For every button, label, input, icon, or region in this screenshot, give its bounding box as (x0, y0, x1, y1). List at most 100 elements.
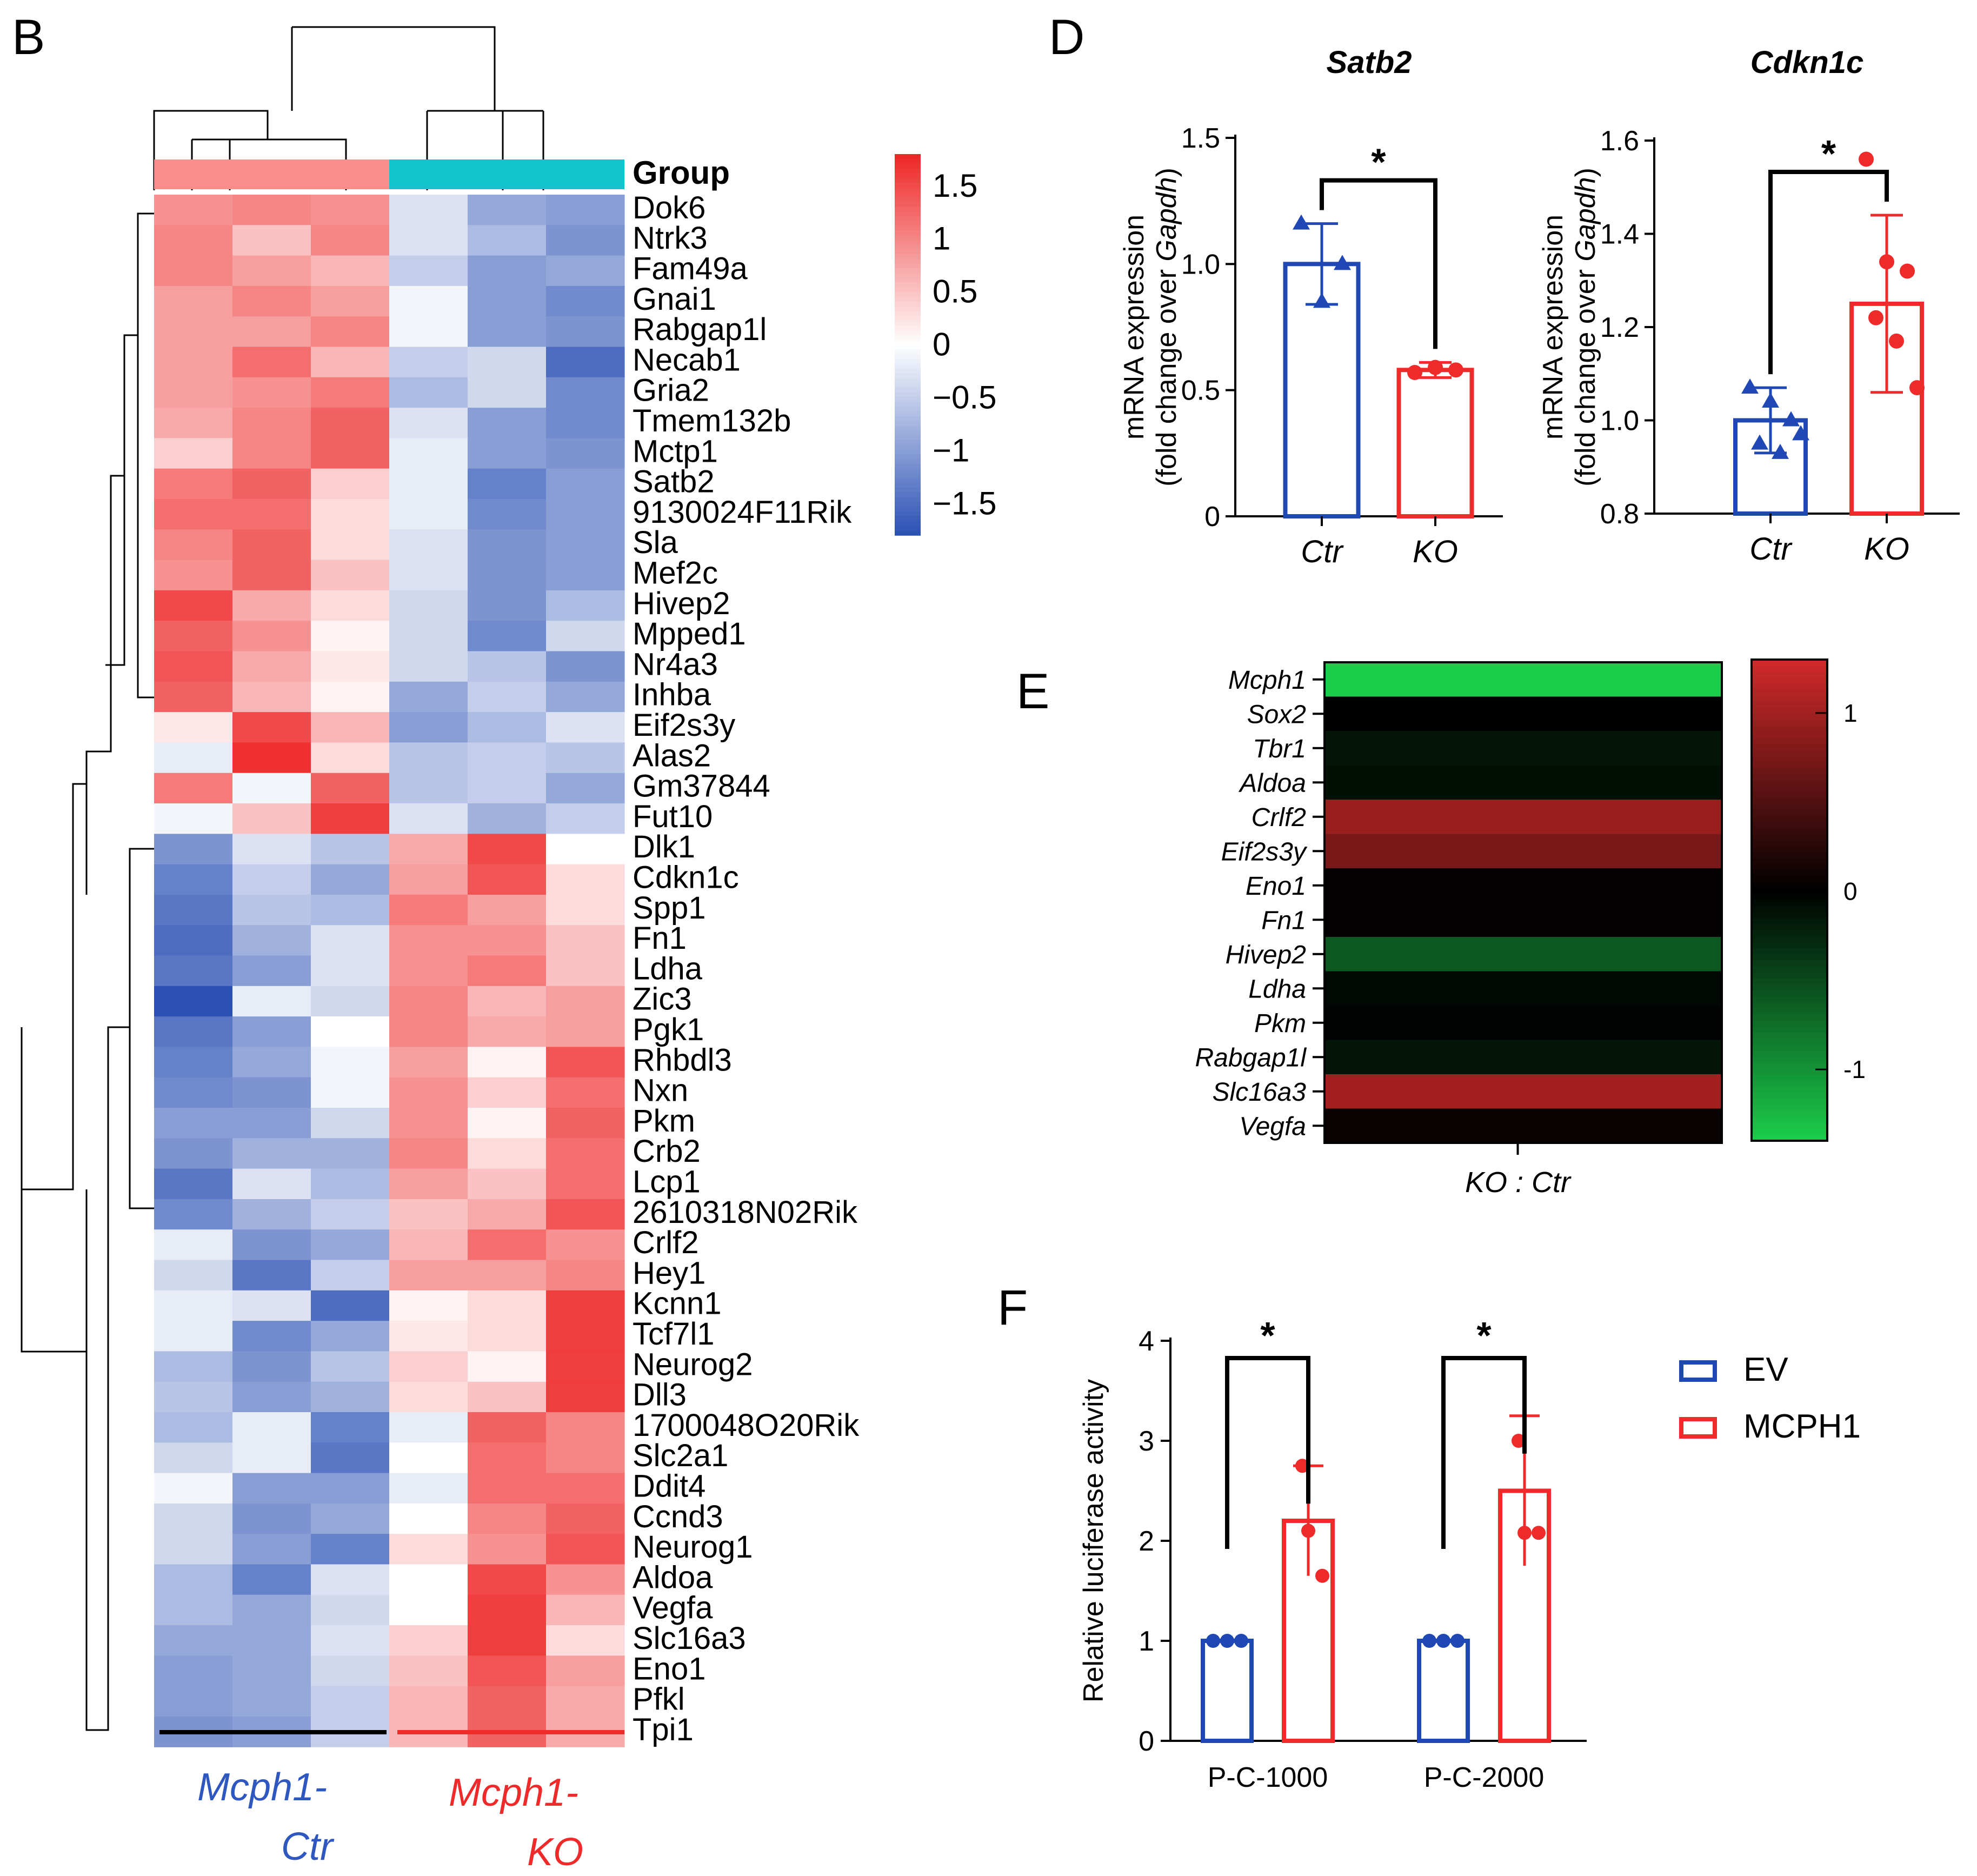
heatmap-cell (389, 1138, 468, 1169)
colorbar-segment (1752, 1062, 1827, 1069)
data-point (1220, 1634, 1234, 1648)
heatmap-cell (1324, 1074, 1722, 1109)
y-tick-label: 3 (1139, 1426, 1154, 1457)
heatmap-cell (311, 1077, 390, 1108)
heatmap-cell (468, 834, 547, 865)
colorbar-segment (1752, 894, 1827, 901)
heatmap-cell (154, 1108, 233, 1139)
significance-star: * (1260, 1314, 1275, 1356)
heatmap-cell (468, 1442, 547, 1474)
colorbar-segment (895, 392, 921, 398)
heatmap-cell (232, 773, 311, 804)
heatmap-cell (311, 621, 390, 652)
heatmap-cell (546, 438, 625, 469)
gene-label: Eif2s3y (633, 708, 735, 743)
heatmap-cell (546, 1016, 625, 1047)
gene-label: Ddit4 (633, 1469, 705, 1504)
heatmap-cell (546, 225, 625, 256)
heatmap-cell (389, 347, 468, 378)
heatmap-cell (389, 1625, 468, 1656)
gene-labels-b: Dok6Ntrk3Fam49aGnai1Rabgap1lNecab1Gria2T… (633, 190, 860, 1747)
colorbar-tick-label: -1 (1843, 1055, 1866, 1083)
heatmap-cell (154, 468, 233, 500)
colorbar-segment (895, 487, 921, 493)
gene-label: 1700048O20Rik (633, 1408, 860, 1443)
bar-chart-satb2: Satb2 0 0.5 1.0 1.5 mRNA expression (fold chan… (1119, 45, 1503, 569)
gene-label: Gnai1 (633, 282, 716, 317)
heatmap-cell (232, 681, 311, 713)
colorbar-segment (895, 444, 921, 450)
colorbar-segment (895, 235, 921, 241)
heatmap-cell (389, 1229, 468, 1261)
annotation-label: Group (633, 155, 730, 191)
heatmap-e: Mcph1 Sox2 Tbr1 Aldoa Crlf2 Eif2s3y Eno1 Fn1 Hiv… (1195, 658, 1866, 1199)
colorbar-segment (1752, 900, 1827, 907)
heatmap-cell (311, 225, 390, 256)
heatmap-cell (468, 651, 547, 682)
data-point (1315, 1568, 1329, 1583)
heatmap-cell (546, 1594, 625, 1626)
data-point (1407, 365, 1422, 380)
heatmap-cell (232, 1625, 311, 1656)
colorbar-segment (895, 249, 921, 255)
heatmap-cell (311, 1534, 390, 1565)
heatmap-cell (468, 438, 547, 469)
heatmap-cell (546, 955, 625, 987)
heatmap-cell (311, 803, 390, 834)
heatmap-cell (389, 1047, 468, 1078)
heatmap-cell (389, 529, 468, 561)
colorbar-segment (895, 483, 921, 488)
gene-label: Tmem132b (633, 403, 791, 438)
colorbar-segment (1752, 1134, 1827, 1141)
heatmap-cell (232, 255, 311, 287)
colorbar-segment (895, 363, 921, 369)
gene-label: Alas2 (633, 738, 711, 773)
heatmap-cell (154, 681, 233, 713)
heatmap-cell (468, 864, 547, 895)
colorbar-tick-label: 1.5 (933, 168, 977, 204)
gene-label: Mef2c (633, 556, 718, 591)
group-underline-ctr (159, 1730, 387, 1734)
gene-label: Tpi1 (633, 1712, 694, 1747)
heatmap-cell (546, 1381, 625, 1413)
heatmap-cell (232, 1503, 311, 1534)
colorbar-segment (1752, 743, 1827, 750)
heatmap-cell (389, 1594, 468, 1626)
bar-chart-cdkn1c: Cdkn1c 0.8 1.0 1.2 1.4 1.6 mRNA expression (fol… (1537, 45, 1960, 567)
colorbar-segment (1752, 749, 1827, 756)
legend-label: EV (1743, 1351, 1788, 1388)
colorbar-segment (895, 206, 921, 212)
colorbar-segment (1752, 864, 1827, 871)
heatmap-cell (232, 925, 311, 956)
data-point (1293, 214, 1310, 230)
heatmap-cell (154, 1381, 233, 1413)
heatmap-cell (546, 499, 625, 530)
gene-label: Pfkl (633, 1682, 685, 1717)
gene-label: Slc16a3 (1213, 1078, 1307, 1107)
colorbar-segment (1752, 791, 1827, 799)
x-tick-label: KO (1864, 531, 1909, 567)
colorbar-segment (895, 492, 921, 498)
gene-label: Nr4a3 (633, 647, 718, 682)
heatmap-cell (468, 499, 547, 530)
heatmap-cell (389, 1473, 468, 1504)
heatmap-cell (389, 438, 468, 469)
data-point (1751, 434, 1768, 450)
colorbar-segment (895, 292, 921, 298)
heatmap-cell (232, 590, 311, 621)
colorbar-segment (1752, 978, 1827, 985)
colorbar-segment (895, 463, 921, 469)
colorbar-segment (1752, 1086, 1827, 1093)
colorbar-b: 1.5 1 0.5 0 −0.5 −1 −1.5 (895, 154, 996, 536)
gene-label: Rhbdl3 (633, 1042, 732, 1077)
heatmap-cell (468, 986, 547, 1017)
heatmap-cell (546, 986, 625, 1017)
colorbar-segment (1752, 797, 1827, 804)
heatmap-cell (389, 468, 468, 500)
group-band-ctr (154, 159, 389, 189)
colorbar-segment (1752, 768, 1827, 775)
heatmap-cell (311, 1108, 390, 1139)
colorbar-border (1750, 658, 1828, 1142)
heatmap-cell (311, 1321, 390, 1352)
heatmap-cell (232, 1138, 311, 1169)
